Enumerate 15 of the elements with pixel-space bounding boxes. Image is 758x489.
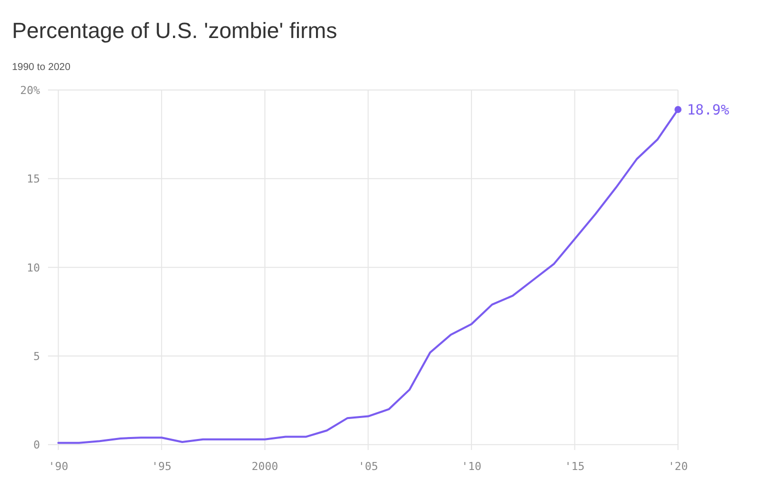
- x-tick-label: '95: [152, 460, 172, 473]
- x-tick-label: '15: [564, 460, 585, 473]
- y-tick-label: 10: [26, 261, 40, 274]
- annotation: 18.9%: [687, 102, 730, 119]
- y-tick-label: 0: [33, 438, 40, 452]
- y-tick-label: 15: [26, 172, 40, 186]
- y-tick-label: 5: [33, 350, 40, 364]
- x-tick-label: 2000: [252, 460, 278, 473]
- x-tick-label: '10: [462, 460, 482, 473]
- chart-title: Percentage of U.S. 'zombie' firms: [12, 18, 338, 43]
- x-tick-label: '05: [358, 460, 378, 473]
- x-tick-label: '90: [48, 460, 68, 473]
- chart-subtitle: 1990 to 2020: [12, 62, 71, 73]
- y-tick-label: 20%: [20, 84, 40, 97]
- x-tick-label: '20: [668, 460, 688, 473]
